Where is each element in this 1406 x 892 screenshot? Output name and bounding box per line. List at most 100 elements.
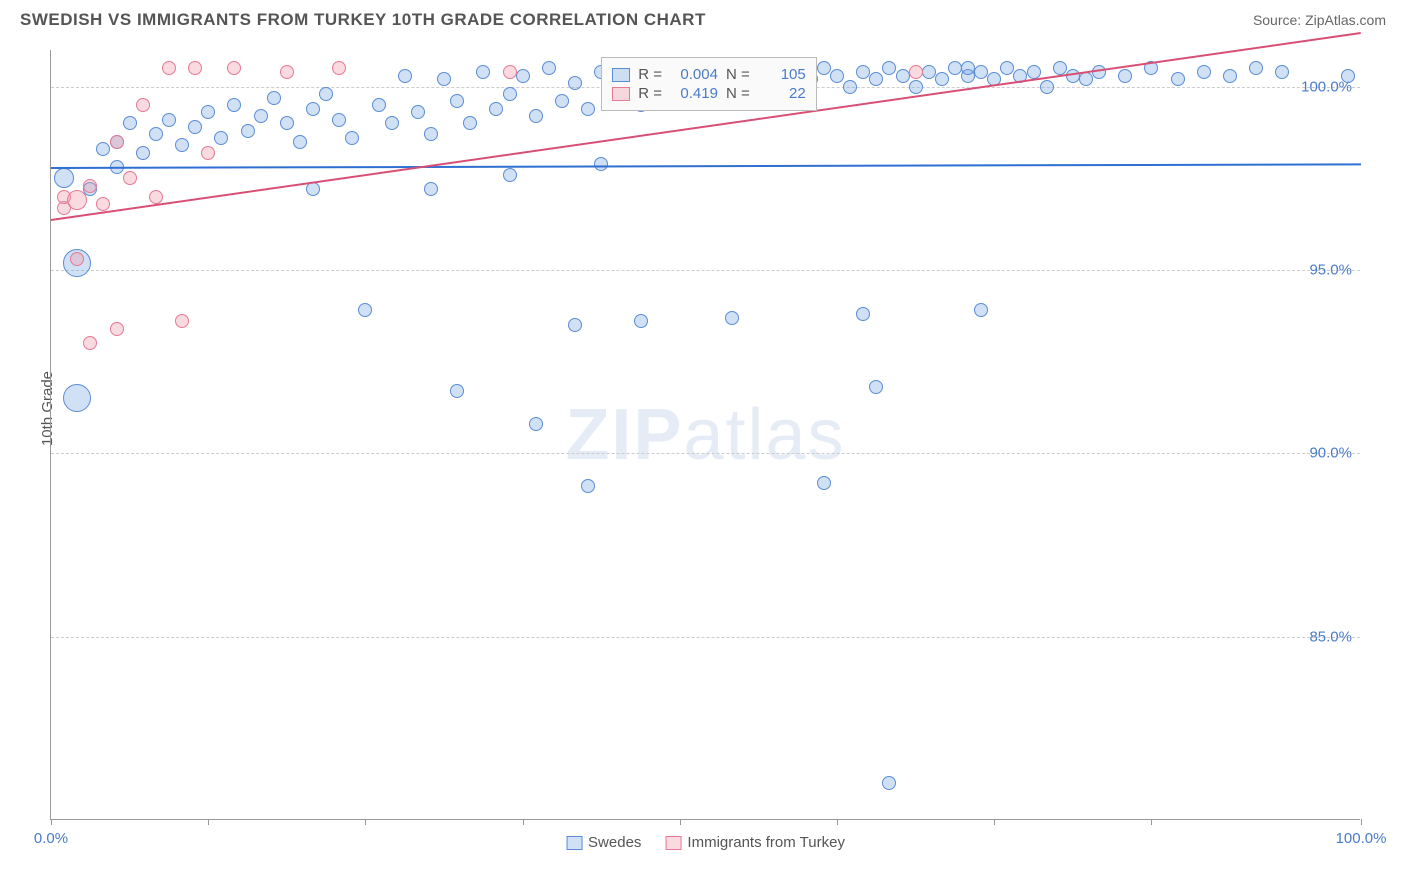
- scatter-point: [948, 61, 962, 75]
- scatter-point: [241, 124, 255, 138]
- x-tick: [680, 819, 681, 825]
- stats-n-label: N =: [726, 85, 750, 102]
- scatter-point: [123, 116, 137, 130]
- y-tick-label: 85.0%: [1309, 628, 1352, 645]
- scatter-point: [188, 61, 202, 75]
- scatter-point: [594, 157, 608, 171]
- scatter-point: [503, 168, 517, 182]
- scatter-point: [1027, 65, 1041, 79]
- scatter-point: [529, 417, 543, 431]
- scatter-point: [110, 322, 124, 336]
- x-tick: [523, 819, 524, 825]
- scatter-point: [961, 61, 975, 75]
- scatter-point: [882, 776, 896, 790]
- scatter-point: [332, 113, 346, 127]
- x-tick: [837, 819, 838, 825]
- gridline: [51, 637, 1360, 638]
- y-tick-label: 95.0%: [1309, 262, 1352, 279]
- scatter-point: [293, 135, 307, 149]
- scatter-point: [817, 476, 831, 490]
- scatter-point: [267, 91, 281, 105]
- source-label: Source: ZipAtlas.com: [1253, 12, 1386, 28]
- scatter-point: [201, 146, 215, 160]
- scatter-point: [332, 61, 346, 75]
- stats-r-label: R =: [638, 85, 662, 102]
- scatter-point: [162, 61, 176, 75]
- scatter-point: [67, 190, 87, 210]
- scatter-point: [424, 182, 438, 196]
- gridline: [51, 453, 1360, 454]
- scatter-point: [136, 146, 150, 160]
- x-tick: [1361, 819, 1362, 825]
- scatter-point: [581, 479, 595, 493]
- legend-label: Swedes: [588, 834, 641, 851]
- scatter-point: [555, 94, 569, 108]
- y-tick-label: 90.0%: [1309, 445, 1352, 462]
- scatter-point: [922, 65, 936, 79]
- scatter-point: [1197, 65, 1211, 79]
- scatter-point: [227, 61, 241, 75]
- scatter-point: [463, 116, 477, 130]
- scatter-point: [54, 168, 74, 188]
- scatter-point: [476, 65, 490, 79]
- scatter-point: [856, 65, 870, 79]
- scatter-point: [1000, 61, 1014, 75]
- scatter-point: [136, 98, 150, 112]
- scatter-point: [725, 311, 739, 325]
- scatter-point: [70, 252, 84, 266]
- scatter-point: [974, 65, 988, 79]
- scatter-point: [162, 113, 176, 127]
- scatter-point: [1118, 69, 1132, 83]
- scatter-point: [817, 61, 831, 75]
- x-tick: [1151, 819, 1152, 825]
- scatter-point: [935, 72, 949, 86]
- scatter-point: [214, 131, 228, 145]
- scatter-point: [280, 116, 294, 130]
- scatter-point: [529, 109, 543, 123]
- scatter-point: [450, 384, 464, 398]
- stats-swatch: [612, 68, 630, 82]
- watermark: ZIPatlas: [565, 394, 845, 476]
- scatter-point: [1341, 69, 1355, 83]
- stats-r-value: 0.419: [670, 85, 718, 102]
- scatter-point: [175, 314, 189, 328]
- x-tick: [208, 819, 209, 825]
- scatter-point: [83, 179, 97, 193]
- scatter-point: [869, 380, 883, 394]
- stats-swatch: [612, 87, 630, 101]
- scatter-point: [516, 69, 530, 83]
- x-tick-label: 0.0%: [34, 830, 68, 847]
- scatter-point: [149, 190, 163, 204]
- legend-item: Swedes: [566, 834, 641, 851]
- scatter-point: [96, 197, 110, 211]
- scatter-point: [280, 65, 294, 79]
- scatter-point: [568, 318, 582, 332]
- scatter-point: [110, 135, 124, 149]
- stats-r-label: R =: [638, 66, 662, 83]
- x-tick-label: 100.0%: [1336, 830, 1387, 847]
- scatter-point: [254, 109, 268, 123]
- scatter-point: [83, 336, 97, 350]
- chart-title: SWEDISH VS IMMIGRANTS FROM TURKEY 10TH G…: [20, 10, 706, 30]
- scatter-point: [843, 80, 857, 94]
- legend-swatch: [665, 836, 681, 850]
- scatter-point: [424, 127, 438, 141]
- scatter-point: [227, 98, 241, 112]
- gridline: [51, 270, 1360, 271]
- scatter-point: [830, 69, 844, 83]
- scatter-point: [63, 384, 91, 412]
- stats-row: R =0.004N =105: [612, 66, 806, 83]
- scatter-point: [869, 72, 883, 86]
- scatter-point: [1223, 69, 1237, 83]
- scatter-point: [1040, 80, 1054, 94]
- legend: SwedesImmigrants from Turkey: [566, 834, 845, 851]
- stats-row: R = 0.419 N = 22: [612, 85, 806, 102]
- scatter-point: [306, 182, 320, 196]
- scatter-point: [345, 131, 359, 145]
- trend-line: [51, 164, 1361, 170]
- scatter-point: [188, 120, 202, 134]
- stats-n-value: 22: [758, 85, 806, 102]
- scatter-point: [149, 127, 163, 141]
- stats-r-value: 0.004: [670, 66, 718, 83]
- scatter-point: [503, 65, 517, 79]
